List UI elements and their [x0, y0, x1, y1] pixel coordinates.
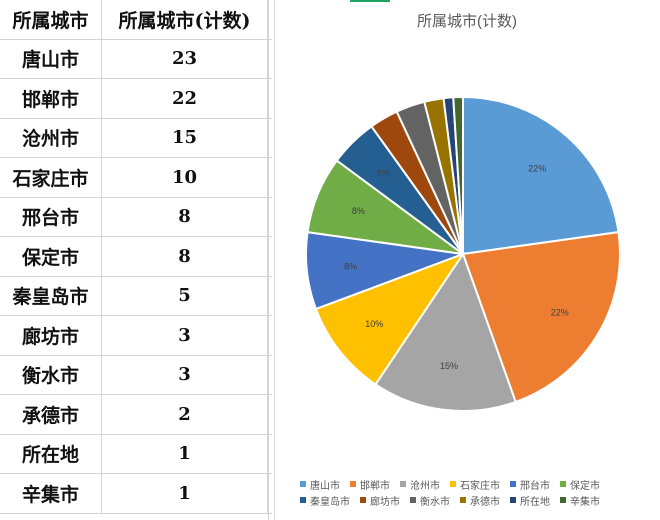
legend-item[interactable]: 邢台市: [510, 477, 550, 492]
legend-swatch: [300, 481, 306, 487]
legend-swatch: [300, 497, 306, 503]
legend-label: 衡水市: [420, 496, 450, 508]
count-cell[interactable]: 8: [102, 197, 268, 236]
legend-swatch: [510, 497, 516, 503]
legend-label: 邯郸市: [360, 480, 390, 492]
chart-title[interactable]: 所属城市(计数): [417, 13, 517, 30]
city-cell[interactable]: 承德市: [0, 395, 102, 434]
city-cell[interactable]: 辛集市: [0, 474, 102, 513]
pie-data-label: 22%: [551, 308, 569, 318]
table-row: 唐山市 23: [0, 39, 272, 79]
legend-swatch: [400, 481, 406, 487]
legend-swatch: [360, 497, 366, 503]
pie-slice[interactable]: [452, 95, 464, 255]
legend-item[interactable]: 所在地: [510, 493, 550, 508]
table-row: 承德市 2: [0, 395, 272, 435]
legend-label: 承德市: [470, 496, 500, 508]
city-cell[interactable]: 唐山市: [0, 39, 102, 78]
pie-slice[interactable]: [314, 251, 466, 386]
legend-item[interactable]: 保定市: [560, 477, 600, 492]
chart-selection-bar: [350, 0, 390, 2]
count-cell[interactable]: 2: [102, 395, 268, 434]
table-row: 邯郸市 22: [0, 79, 272, 119]
table-row: 秦皇岛市 5: [0, 276, 272, 316]
count-cell[interactable]: 8: [102, 237, 268, 276]
legend-item[interactable]: 辛集市: [560, 493, 600, 508]
legend-label: 秦皇岛市: [310, 496, 350, 508]
legend-label: 沧州市: [410, 480, 440, 492]
legend-item[interactable]: 唐山市: [300, 477, 340, 492]
count-cell[interactable]: 5: [102, 276, 268, 315]
legend-item[interactable]: 邯郸市: [350, 477, 390, 492]
legend-swatch: [460, 497, 466, 503]
legend-swatch: [560, 481, 566, 487]
count-cell[interactable]: 22: [102, 79, 268, 118]
count-cell[interactable]: 1: [102, 434, 268, 473]
legend-item[interactable]: 廊坊市: [360, 493, 400, 508]
legend-label: 辛集市: [570, 496, 600, 508]
legend-label: 所在地: [520, 496, 550, 508]
city-cell[interactable]: 衡水市: [0, 355, 102, 394]
city-cell[interactable]: 邯郸市: [0, 79, 102, 118]
legend-item[interactable]: 石家庄市: [450, 477, 500, 492]
chart-legend[interactable]: 唐山市 邯郸市 沧州市 石家庄市 邢台市 保定市秦皇岛市 廊坊市 衡水市 承德市 所在地 辛集市: [300, 476, 650, 508]
spreadsheet-table: 所属城市 所属城市(计数) 唐山市 23 邯郸市 22 沧州市 15 石家庄市 10 邢台市 8 保…: [0, 0, 272, 520]
legend-swatch: [560, 497, 566, 503]
legend-swatch: [410, 497, 416, 503]
header-count-cell[interactable]: 所属城市(计数): [102, 0, 268, 39]
count-cell[interactable]: 3: [102, 355, 268, 394]
table-row: 辛集市 1: [0, 474, 272, 514]
table-row: 所在地 1: [0, 434, 272, 474]
city-cell[interactable]: 沧州市: [0, 118, 102, 157]
count-cell[interactable]: 1: [102, 474, 268, 513]
pie-data-label: 22%: [528, 164, 546, 174]
city-cell[interactable]: 保定市: [0, 237, 102, 276]
city-cell[interactable]: 秦皇岛市: [0, 276, 102, 315]
pie-data-label: 15%: [440, 361, 458, 371]
legend-row: 唐山市 邯郸市 沧州市 石家庄市 邢台市 保定市: [300, 476, 650, 492]
legend-item[interactable]: 承德市: [460, 493, 500, 508]
pie-data-label: 8%: [344, 261, 357, 271]
legend-item[interactable]: 沧州市: [400, 477, 440, 492]
legend-label: 廊坊市: [370, 496, 400, 508]
legend-item[interactable]: 秦皇岛市: [300, 493, 350, 508]
legend-swatch: [350, 481, 356, 487]
legend-item[interactable]: 衡水市: [410, 493, 450, 508]
legend-label: 唐山市: [310, 480, 340, 492]
city-cell[interactable]: 所在地: [0, 434, 102, 473]
pie-data-label: 10%: [365, 319, 383, 329]
pie-data-label: 8%: [352, 206, 365, 216]
table-row: 保定市 8: [0, 237, 272, 277]
legend-swatch: [510, 481, 516, 487]
table-row: 廊坊市 3: [0, 316, 272, 356]
count-cell[interactable]: 15: [102, 118, 268, 157]
count-cell[interactable]: 10: [102, 158, 268, 197]
column-gridline: [268, 0, 269, 520]
table-row: 衡水市 3: [0, 355, 272, 395]
pie-slice[interactable]: [462, 95, 620, 256]
count-cell[interactable]: 3: [102, 316, 268, 355]
pie-chart[interactable]: 22% 22% 15% 10% 8% 8% 5%: [274, 0, 660, 470]
header-city-cell[interactable]: 所属城市: [0, 0, 102, 39]
table-header-row: 所属城市 所属城市(计数): [0, 0, 272, 40]
pie-slice[interactable]: [461, 230, 621, 404]
pie-slice[interactable]: [374, 251, 517, 412]
legend-label: 石家庄市: [460, 480, 500, 492]
table-row: 石家庄市 10: [0, 158, 272, 198]
city-cell[interactable]: 石家庄市: [0, 158, 102, 197]
legend-row: 秦皇岛市 廊坊市 衡水市 承德市 所在地 辛集市: [300, 492, 650, 508]
city-cell[interactable]: 廊坊市: [0, 316, 102, 355]
count-cell[interactable]: 23: [102, 39, 268, 78]
legend-swatch: [450, 481, 456, 487]
legend-label: 邢台市: [520, 480, 550, 492]
table-row: 邢台市 8: [0, 197, 272, 237]
legend-label: 保定市: [570, 480, 600, 492]
pie-data-label: 5%: [377, 168, 390, 178]
table-row: 沧州市 15: [0, 118, 272, 158]
city-cell[interactable]: 邢台市: [0, 197, 102, 236]
